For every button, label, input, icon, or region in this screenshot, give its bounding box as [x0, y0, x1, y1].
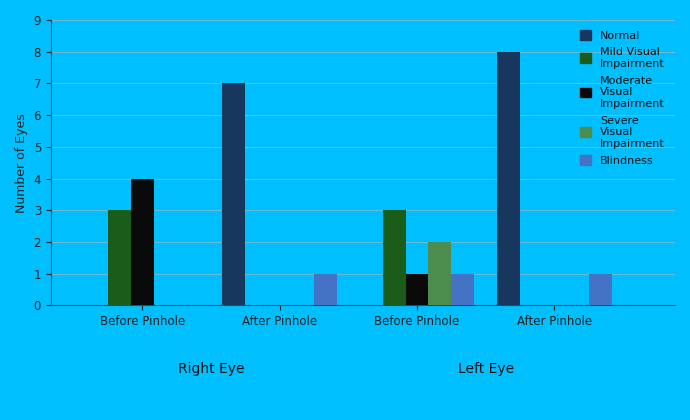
- Bar: [451, 273, 474, 305]
- Bar: [222, 84, 246, 305]
- Bar: [428, 242, 451, 305]
- Text: Left Eye: Left Eye: [457, 362, 514, 376]
- Bar: [589, 273, 611, 305]
- Bar: [108, 210, 131, 305]
- Bar: [314, 273, 337, 305]
- Bar: [131, 178, 154, 305]
- Y-axis label: Number of Eyes: Number of Eyes: [15, 113, 28, 213]
- Bar: [383, 210, 406, 305]
- Bar: [497, 52, 520, 305]
- Bar: [406, 273, 428, 305]
- Legend: Normal, Mild Visual
Impairment, Moderate
Visual
Impairment, Severe
Visual
Impair: Normal, Mild Visual Impairment, Moderate…: [576, 26, 669, 171]
- Text: Right Eye: Right Eye: [178, 362, 244, 376]
